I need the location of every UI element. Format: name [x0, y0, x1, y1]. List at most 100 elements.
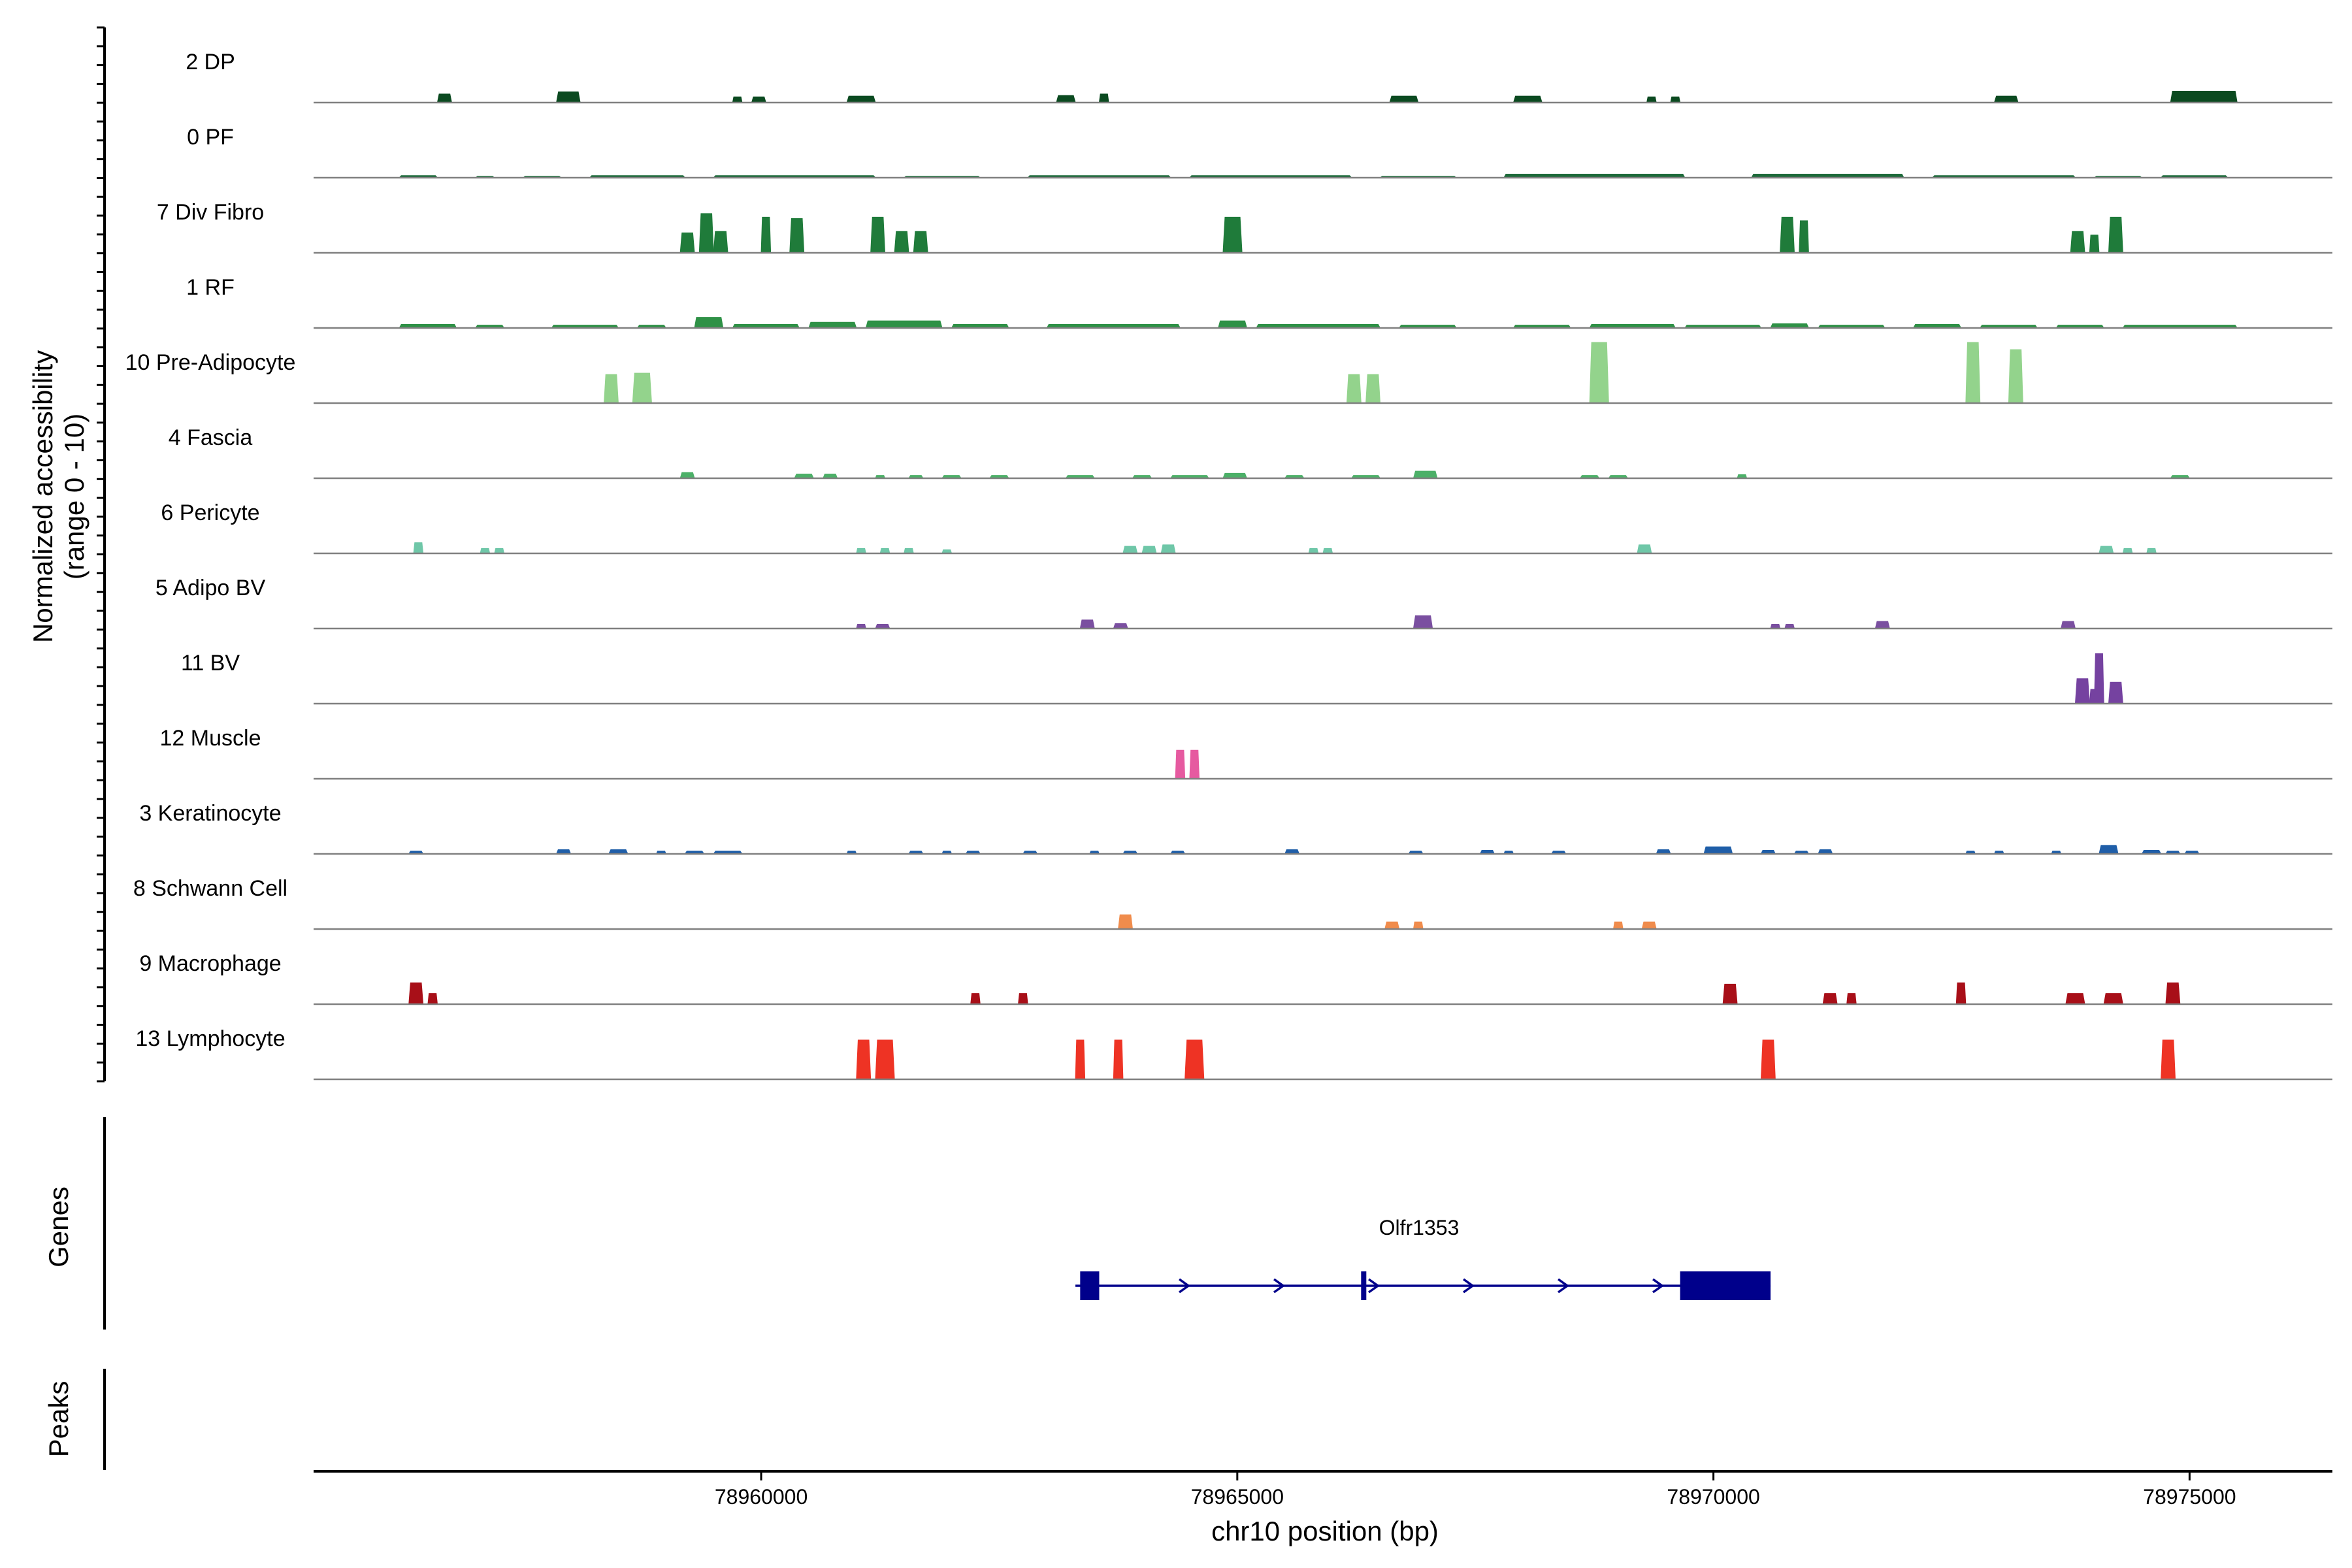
strand-arrow	[1652, 1278, 1665, 1294]
track-label: 10 Pre-Adipocyte	[125, 350, 296, 375]
x-tick-label: 78960000	[715, 1485, 808, 1509]
coverage-peak	[732, 96, 743, 103]
track-label: 12 Muscle	[160, 726, 261, 751]
coverage-peak	[1346, 374, 1362, 404]
coverage-peak	[679, 472, 695, 479]
y-axis-label-line1: Normalized accessibility	[27, 350, 58, 643]
axes-layer: 78960000 78965000 78970000 78975000	[97, 26, 2332, 1509]
coverage-peak	[789, 218, 805, 253]
coverage-peak	[1799, 220, 1809, 253]
coverage-peak	[713, 231, 728, 253]
x-tick-label: 78965000	[1191, 1485, 1284, 1509]
y-axis-label-line2: (range 0 - 10)	[59, 414, 90, 580]
gene-track	[1075, 1271, 1771, 1300]
coverage-peak	[2070, 231, 2085, 253]
track-label: 8 Schwann Cell	[133, 876, 287, 901]
coverage-peak	[2089, 235, 2100, 253]
coverage-peak	[1637, 544, 1652, 554]
track-label: 6 Pericyte	[161, 500, 259, 525]
coverage-peak	[1846, 993, 1857, 1005]
coverage-peak	[413, 542, 424, 554]
track-7: 6 Pericyte	[161, 500, 2332, 555]
coverage-peak	[760, 216, 772, 253]
coverage-peak	[2165, 982, 2181, 1005]
coverage-peak	[604, 374, 619, 404]
track-label: 13 Lymphocyte	[135, 1026, 285, 1051]
coverage-peak	[865, 320, 943, 329]
coverage-peak	[2170, 91, 2238, 103]
coverage-peak	[1413, 615, 1433, 629]
coverage-peak	[2094, 653, 2104, 704]
coverage-peak	[2108, 216, 2123, 253]
track-12: 8 Schwann Cell	[133, 876, 2332, 930]
peaks-panel-label: Peaks	[43, 1381, 74, 1458]
coverage-peak	[894, 231, 909, 253]
genes-panel-label: Genes	[43, 1186, 74, 1267]
track-2: 0 PF	[187, 125, 2332, 179]
coverage-peak	[427, 993, 438, 1005]
coverage-peak	[875, 1039, 895, 1080]
track-14: 13 Lymphocyte	[135, 1026, 2332, 1081]
coverage-peak	[1365, 374, 1380, 404]
coverage-peak	[1993, 95, 2019, 103]
coverage-peak	[694, 317, 724, 329]
track-6: 4 Fascia	[169, 425, 2332, 480]
strand-arrow	[1368, 1278, 1380, 1294]
coverage-peak	[1413, 921, 1424, 930]
coverage-peak	[1160, 544, 1176, 554]
coverage-peak	[1589, 342, 1609, 404]
strand-arrow	[1273, 1278, 1286, 1294]
coverage-peak	[1118, 914, 1134, 930]
coverage-peak	[751, 96, 767, 103]
strand-arrow	[1463, 1278, 1475, 1294]
coverage-peak	[1056, 95, 1076, 103]
coverage-peak	[1141, 546, 1157, 554]
coverage-peak	[436, 93, 452, 103]
tracks-layer: 2 DP 0 PF 7 Div Fibro 1 RF 10 Pre-Adipocyte 4…	[125, 50, 2332, 1081]
track-label: 0 PF	[187, 125, 234, 150]
coverage-peak	[1384, 921, 1400, 930]
track-label: 4 Fascia	[169, 425, 253, 450]
coverage-peak	[1641, 921, 1657, 930]
coverage-peak	[2099, 845, 2119, 855]
track-4: 1 RF	[186, 275, 2332, 329]
track-label: 11 BV	[181, 651, 240, 676]
gene-exon	[1080, 1271, 1100, 1300]
x-tick-label: 78975000	[2143, 1485, 2236, 1509]
coverage-peak	[2060, 621, 2076, 629]
track-label: 9 Macrophage	[139, 951, 281, 976]
coverage-peak	[1612, 921, 1624, 930]
coverage-peak	[1175, 749, 1186, 779]
coverage-peak	[1646, 96, 1657, 103]
coverage-peak	[846, 95, 876, 103]
coverage-peak	[1018, 993, 1028, 1005]
coverage-peak	[1955, 982, 1967, 1005]
coverage-peak	[2103, 993, 2123, 1005]
track-1: 2 DP	[186, 50, 2332, 104]
x-tick-label: 78970000	[1667, 1485, 1759, 1509]
coverage-peak	[808, 321, 857, 329]
coverage-peak	[679, 232, 695, 253]
coverage-peak	[856, 1039, 872, 1080]
coverage-peak	[1189, 749, 1200, 779]
track-label: 2 DP	[186, 50, 235, 74]
gene-name-label: Olfr1353	[1379, 1216, 1460, 1239]
coverage-peak	[1222, 216, 1243, 253]
strand-arrow	[1179, 1278, 1191, 1294]
coverage-peak	[1703, 846, 1733, 855]
coverage-peak	[1389, 95, 1419, 103]
track-label: 1 RF	[186, 275, 235, 300]
track-label: 7 Div Fibro	[157, 200, 264, 225]
track-13: 9 Macrophage	[139, 951, 2332, 1005]
coverage-peak	[2108, 681, 2123, 704]
track-label: 5 Adipo BV	[155, 576, 266, 600]
coverage-peak	[1218, 320, 1248, 329]
coverage-peak	[1874, 621, 1890, 629]
coverage-peak	[1413, 470, 1438, 479]
coverage-peak	[1122, 546, 1138, 554]
coverage-peak	[1780, 216, 1795, 253]
track-3: 7 Div Fibro	[157, 200, 2332, 254]
gene-exon	[1680, 1271, 1771, 1300]
coverage-peak	[1184, 1039, 1205, 1080]
